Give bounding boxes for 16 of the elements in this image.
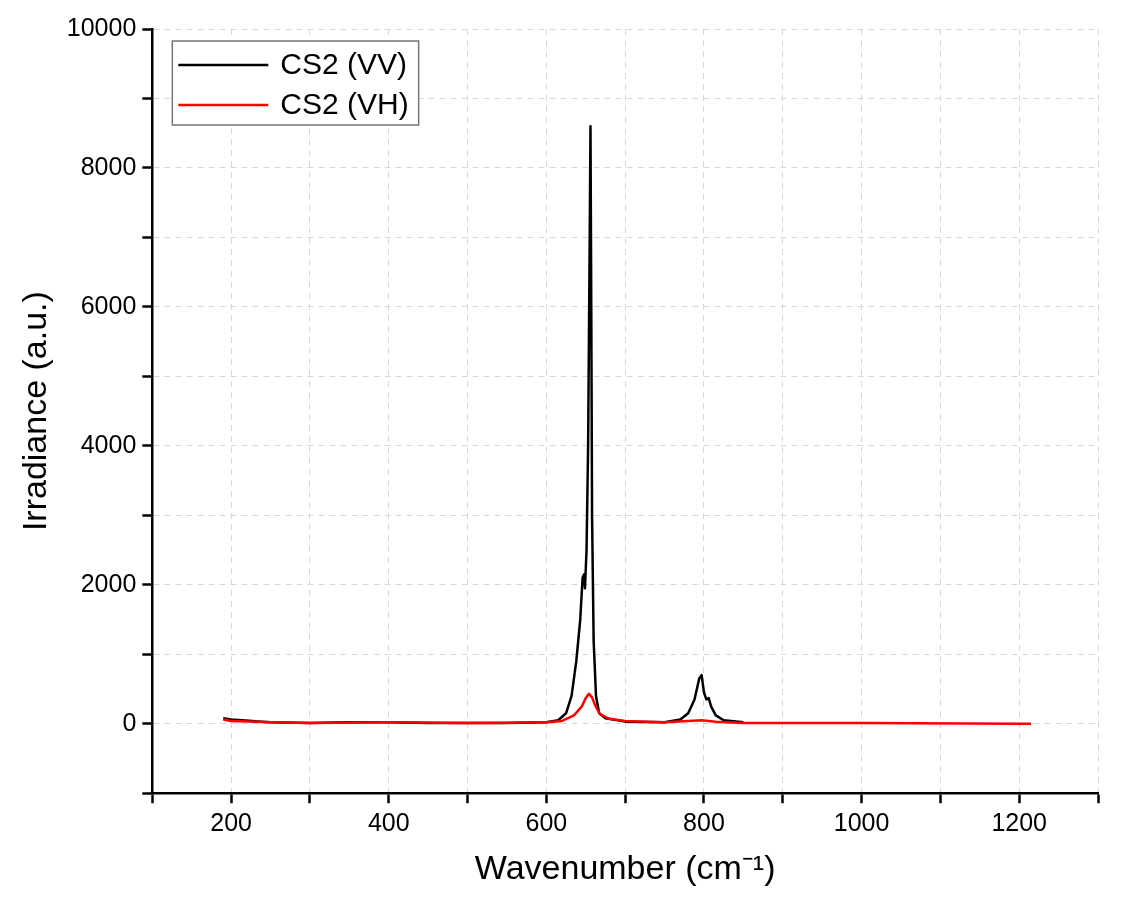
y-tick-label: 2000	[80, 568, 137, 597]
legend-label: CS2 (VH)	[280, 87, 409, 121]
y-tick-label: 10000	[66, 12, 137, 41]
x-tick-label: 200	[210, 808, 252, 837]
y-tick-label: 6000	[80, 290, 137, 319]
x-tick-label: 1200	[991, 808, 1048, 837]
x-tick-label: 800	[683, 808, 725, 837]
x-tick-label: 600	[525, 808, 568, 837]
y-tick-label: 8000	[80, 151, 137, 180]
x-axis-title: Wavenumber (cm⁻¹)	[474, 847, 776, 886]
legend-label: CS2 (VV)	[280, 47, 408, 81]
x-tick-label: 1000	[833, 808, 890, 837]
y-tick-label: 4000	[80, 429, 137, 458]
y-axis-title: Irradiance (a.u.)	[14, 291, 53, 532]
x-tick-label: 400	[367, 808, 410, 837]
y-tick-label: 0	[122, 707, 137, 736]
